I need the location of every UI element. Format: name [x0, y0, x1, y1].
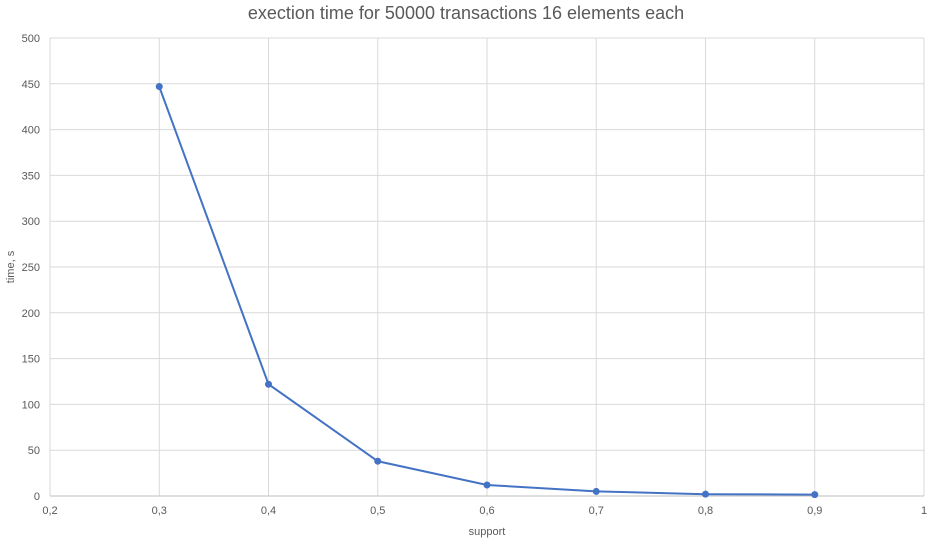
y-tick-label: 100	[22, 399, 40, 411]
x-tick-label: 0,9	[807, 505, 822, 517]
x-tick-label: 0,8	[698, 505, 713, 517]
data-point	[483, 481, 491, 489]
x-axis-label: support	[469, 526, 506, 538]
y-tick-label: 250	[22, 262, 40, 274]
gridlines	[49, 37, 925, 496]
series	[155, 83, 819, 499]
y-tick-label: 200	[22, 308, 40, 320]
x-tick-label: 0,7	[589, 505, 604, 517]
data-point	[374, 457, 382, 465]
y-tick-label: 0	[34, 491, 40, 503]
y-tick-label: 450	[22, 79, 40, 91]
x-tick-label: 1	[921, 505, 927, 517]
y-tick-label: 150	[22, 354, 40, 366]
y-tick-label: 400	[22, 125, 40, 137]
chart-title: exection time for 50000 transactions 16 …	[248, 3, 684, 23]
x-tick-label: 0,6	[479, 505, 494, 517]
y-axis-label: time, s	[5, 250, 17, 283]
y-tick-label: 300	[22, 216, 40, 228]
y-tick-label: 500	[22, 33, 40, 45]
x-tick-label: 0,5	[370, 505, 385, 517]
tick-labels: 0 50 100 150 200 250 300 350 400 450 500 0,2 0,3 0,4 0…	[22, 33, 927, 517]
data-point	[265, 380, 272, 388]
data-point	[811, 491, 819, 499]
data-point	[702, 490, 709, 498]
y-tick-label: 50	[28, 445, 40, 457]
y-tick-label: 350	[22, 170, 40, 182]
x-tick-label: 0,3	[152, 505, 167, 517]
data-point	[592, 487, 600, 495]
x-tick-label: 0,2	[42, 505, 57, 517]
data-point	[155, 83, 163, 91]
x-tick-label: 0,4	[261, 505, 276, 517]
